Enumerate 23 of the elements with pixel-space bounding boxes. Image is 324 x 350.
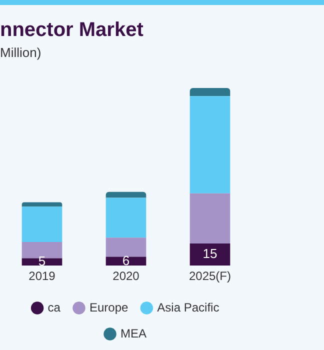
bar: [106, 192, 146, 198]
x-tick-label: 2019: [28, 269, 56, 284]
bar: [190, 193, 230, 244]
bar: [106, 198, 146, 238]
bar: [190, 243, 230, 266]
bar: [22, 242, 62, 258]
bar: [106, 238, 146, 257]
data-label: 6: [122, 252, 130, 268]
x-tick-label: 2025(F): [188, 269, 232, 284]
data-label: 15: [202, 246, 218, 262]
bar: [190, 96, 230, 194]
chart-subtitle: Million): [0, 45, 42, 60]
bar: [22, 206, 62, 242]
chart-title: nnector Market: [0, 19, 144, 42]
bar: [190, 88, 230, 96]
legend-label: ca: [48, 300, 61, 314]
legend-label: MEA: [120, 326, 147, 340]
bar: [22, 258, 62, 266]
bar: [22, 202, 62, 207]
legend-label: Asia Pacific: [157, 300, 220, 314]
data-label: 5: [38, 253, 46, 268]
x-tick-label: 2020: [112, 269, 140, 284]
legend-label: Europe: [89, 300, 128, 314]
